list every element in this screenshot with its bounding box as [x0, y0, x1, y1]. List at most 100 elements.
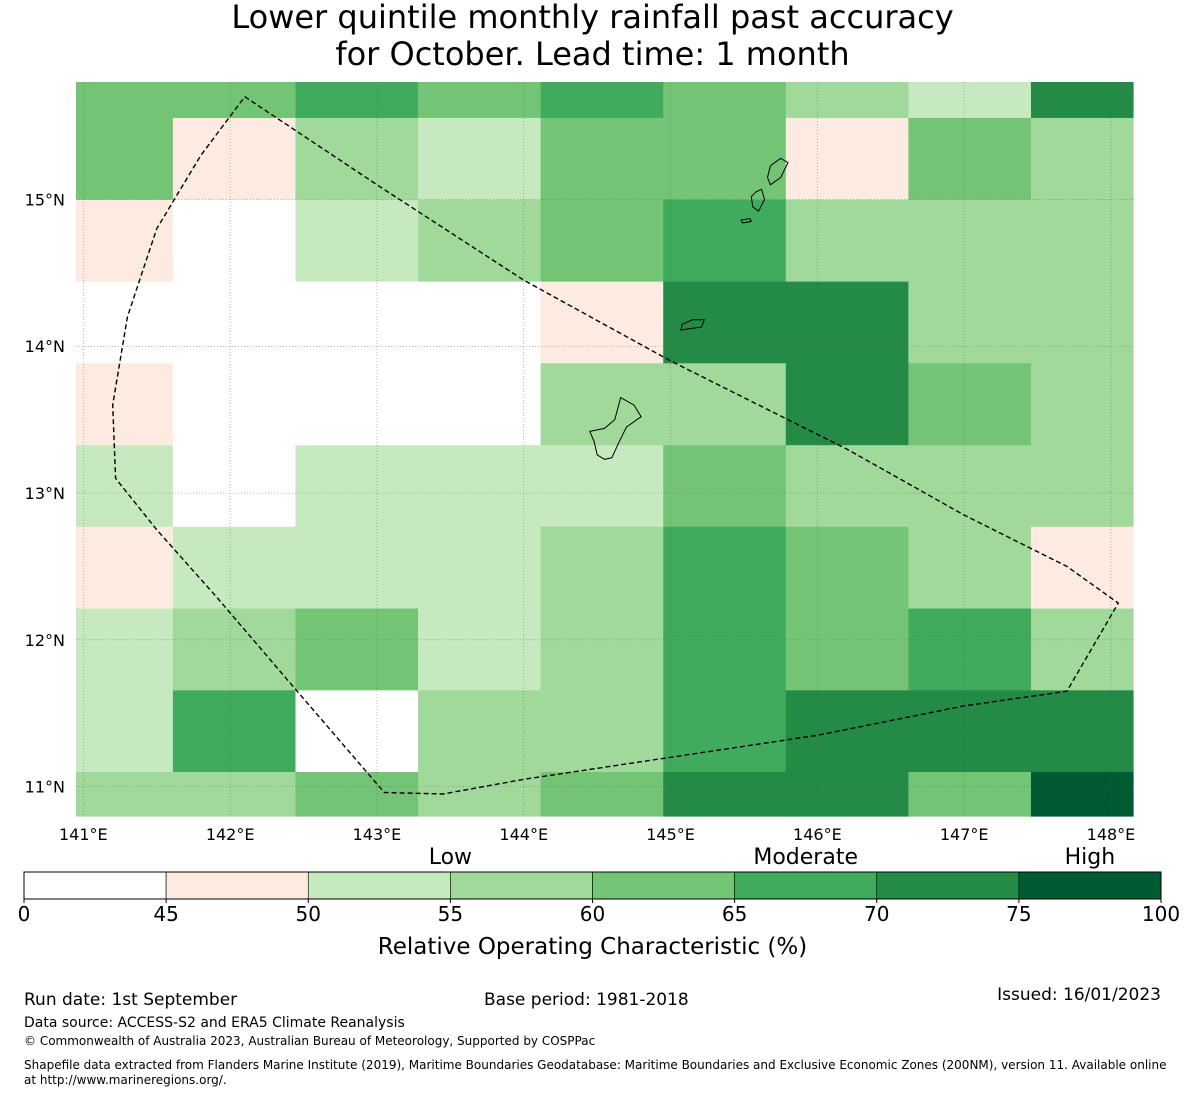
grid-cell — [1030, 771, 1134, 817]
grid-cell — [295, 771, 419, 817]
grid-cell — [76, 771, 174, 817]
grid-cell — [76, 281, 174, 364]
grid-cell — [1030, 363, 1134, 446]
colorbar-tick-label: 50 — [296, 902, 321, 926]
grid-cell — [172, 199, 297, 283]
lon-tick-label: 142°E — [206, 825, 255, 844]
grid-cell — [908, 608, 1032, 691]
grid-cell — [295, 199, 419, 283]
grid-cell — [418, 82, 542, 119]
island-tinian — [750, 188, 766, 212]
colorbar-tick-label: 65 — [722, 902, 747, 926]
colorbar-segment — [23, 871, 167, 900]
colorbar-segment — [734, 871, 878, 900]
grid-cell — [908, 526, 1032, 610]
grid-cell — [172, 117, 297, 201]
grid-cell — [172, 771, 297, 817]
grid-cell — [1030, 445, 1134, 528]
grid-cell — [663, 82, 787, 119]
grid-cell — [1030, 82, 1134, 119]
colorbar-axis-label: Relative Operating Characteristic (%) — [378, 934, 807, 960]
category-label: Low — [429, 845, 472, 870]
grid-cell — [908, 445, 1032, 528]
grid-cell — [540, 771, 664, 817]
grid-cell — [76, 117, 174, 201]
grid-cell — [540, 117, 664, 201]
grid-cell — [1030, 199, 1134, 283]
grid-cell — [785, 82, 909, 119]
lon-tick-label: 146°E — [793, 825, 842, 844]
accuracy-grid — [76, 82, 1134, 817]
issued-date: Issued: 16/01/2023 — [997, 985, 1161, 1005]
grid-cell — [663, 281, 787, 364]
grid-cell — [785, 608, 909, 691]
grid-cell — [785, 771, 909, 817]
grid-cell — [785, 199, 909, 283]
grid-cell — [908, 281, 1032, 364]
longitude-tick-labels: 141°E 142°E 143°E 144°E 145°E 146°E 147°E 148°E — [59, 825, 1135, 844]
grid-cell — [295, 526, 419, 610]
colorbar-segment — [1018, 871, 1162, 900]
eez-boundary — [111, 96, 1120, 795]
island-aguijan — [740, 217, 753, 224]
lon-tick-label: 141°E — [59, 825, 108, 844]
grid-cell — [1030, 281, 1134, 364]
map-title-line1: Lower quintile monthly rainfall past acc… — [231, 0, 954, 36]
grid-cell — [663, 771, 787, 817]
grid-cell — [76, 608, 174, 691]
island-rota — [680, 319, 706, 331]
grid-cell — [418, 363, 542, 446]
grid-cell — [540, 281, 664, 364]
eez-dashed-line — [111, 96, 1120, 795]
grid-cell — [663, 445, 787, 528]
grid-cell — [76, 199, 174, 283]
grid-cell — [785, 117, 909, 201]
grid-cell — [172, 608, 297, 691]
grid-cell — [76, 363, 174, 446]
grid-cell — [418, 281, 542, 364]
lon-tick-label: 148°E — [1087, 825, 1136, 844]
grid-cell — [908, 199, 1032, 283]
colorbar-segment — [165, 871, 309, 900]
lat-tick-label: 14°N — [25, 337, 65, 356]
grid-cell — [295, 117, 419, 201]
grid-cell — [295, 445, 419, 528]
grid-cell — [663, 363, 787, 446]
graticule — [76, 82, 1133, 816]
colorbar-tick-label: 60 — [580, 902, 605, 926]
grid-cell — [418, 526, 542, 610]
colorbar-tick-label: 0 — [18, 902, 31, 926]
data-source: Data source: ACCESS-S2 and ERA5 Climate … — [24, 1015, 405, 1031]
grid-cell — [785, 526, 909, 610]
grid-cell — [785, 363, 909, 446]
colorbar-segment — [450, 871, 593, 900]
grid-cell — [172, 526, 297, 610]
grid-cell — [663, 690, 787, 773]
grid-cell — [295, 82, 419, 119]
grid-cell — [908, 690, 1032, 773]
grid-cell — [76, 82, 174, 119]
colorbar-legend: 0 45 50 55 60 65 70 75 100 Low Moderate High Relativ… — [18, 845, 1180, 960]
colorbar-segment — [307, 871, 451, 900]
category-label: High — [1065, 845, 1116, 870]
grid-cell — [540, 363, 664, 446]
grid-cell — [76, 690, 174, 773]
grid-cell — [908, 117, 1032, 201]
colorbar-tick-label: 55 — [438, 902, 463, 926]
grid-cell — [908, 82, 1032, 119]
grid-cell — [540, 445, 664, 528]
shapefile-credit-line1: Shapefile data extracted from Flanders M… — [24, 1058, 1167, 1072]
grid-cell — [663, 608, 787, 691]
island-guam — [589, 396, 642, 460]
grid-cell — [540, 690, 664, 773]
lon-tick-label: 143°E — [353, 825, 402, 844]
lon-tick-label: 145°E — [646, 825, 695, 844]
lat-tick-label: 11°N — [25, 778, 65, 797]
shapefile-credit-line2: at http://www.marineregions.org/. — [24, 1073, 227, 1087]
grid-cell — [540, 526, 664, 610]
grid-cell — [785, 445, 909, 528]
grid-cell — [295, 363, 419, 446]
grid-cell — [908, 771, 1032, 817]
colorbar-segment — [592, 871, 735, 900]
